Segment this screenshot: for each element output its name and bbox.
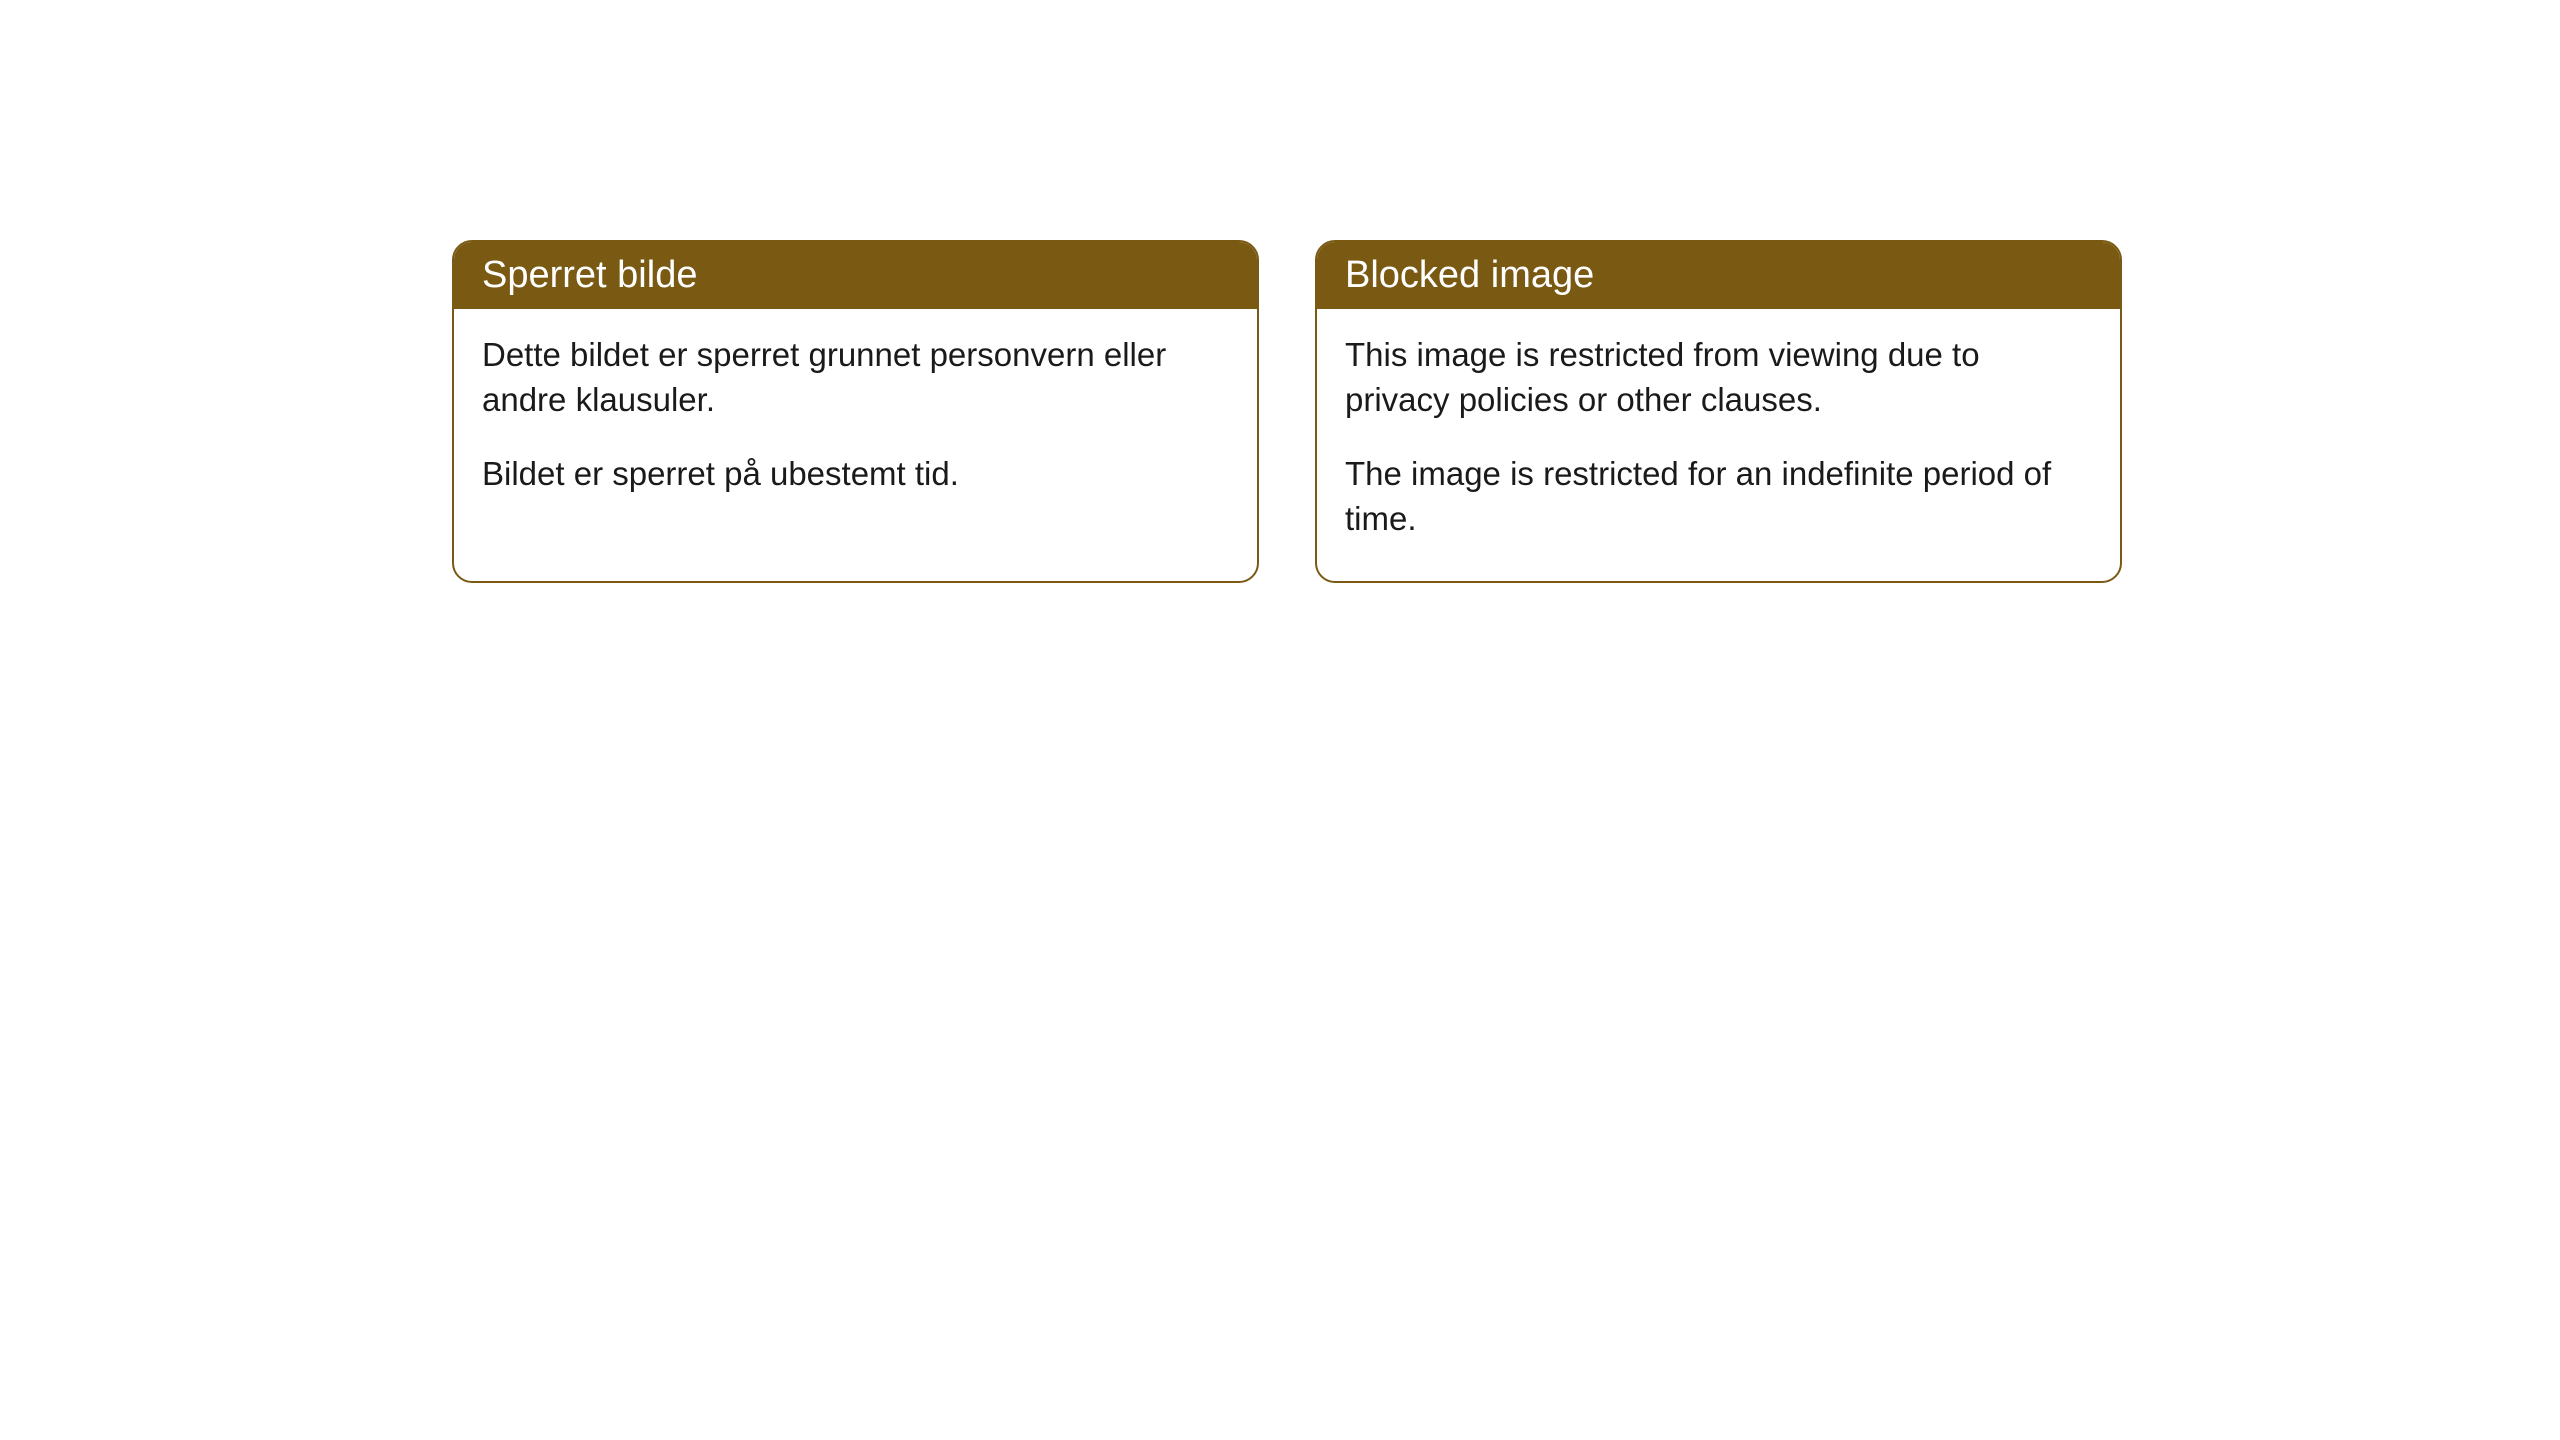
card-header: Blocked image	[1317, 242, 2120, 309]
blocked-image-card-norwegian: Sperret bilde Dette bildet er sperret gr…	[452, 240, 1259, 583]
card-body: This image is restricted from viewing du…	[1317, 309, 2120, 581]
card-paragraph-1: This image is restricted from viewing du…	[1345, 333, 2092, 422]
card-title: Blocked image	[1345, 254, 1594, 296]
card-header: Sperret bilde	[454, 242, 1257, 309]
blocked-image-card-english: Blocked image This image is restricted f…	[1315, 240, 2122, 583]
card-paragraph-2: Bildet er sperret på ubestemt tid.	[482, 452, 1229, 497]
notice-cards-container: Sperret bilde Dette bildet er sperret gr…	[0, 0, 2560, 583]
card-paragraph-1: Dette bildet er sperret grunnet personve…	[482, 333, 1229, 422]
card-title: Sperret bilde	[482, 254, 697, 296]
card-paragraph-2: The image is restricted for an indefinit…	[1345, 452, 2092, 541]
card-body: Dette bildet er sperret grunnet personve…	[454, 309, 1257, 537]
